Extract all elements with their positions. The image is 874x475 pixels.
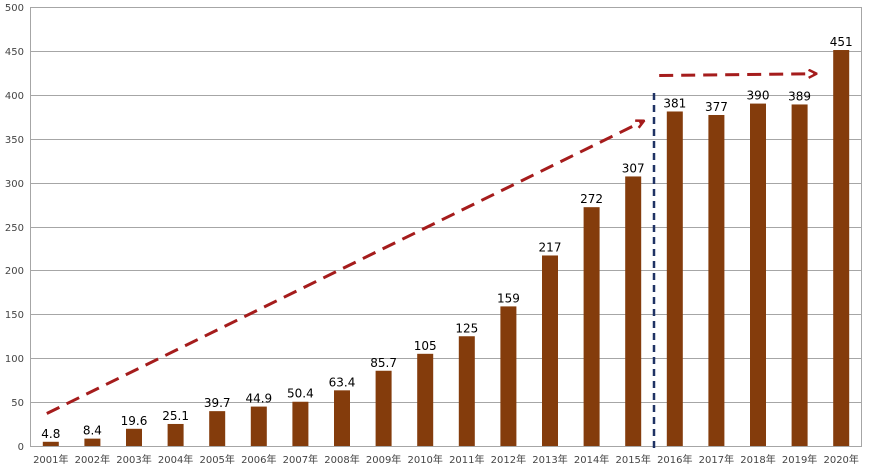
- bar: [167, 423, 184, 446]
- bar: [625, 176, 642, 447]
- bar: [292, 401, 309, 446]
- data-label: 451: [830, 35, 853, 49]
- x-tick-label: 2007年: [283, 453, 318, 466]
- x-tick-label: 2005年: [199, 453, 234, 466]
- data-label: 272: [580, 192, 603, 206]
- bar: [833, 50, 850, 446]
- data-label: 8.4: [83, 424, 102, 438]
- bar: [791, 104, 808, 446]
- y-tick-label: 350: [5, 135, 24, 146]
- bars: [42, 50, 850, 447]
- data-label: 19.6: [121, 414, 148, 428]
- data-label: 44.9: [245, 392, 272, 406]
- y-tick-label: 0: [18, 442, 24, 453]
- bar: [334, 390, 350, 446]
- bar: [42, 441, 59, 446]
- data-label: 63.4: [329, 375, 356, 389]
- bar: [458, 336, 475, 446]
- bar: [750, 103, 766, 446]
- trend-arrow-flat: [659, 74, 815, 76]
- x-axis-labels: 2001年 2002年 2003年 2004年 2005年 2006年 2007年 2008年…: [33, 453, 859, 466]
- y-tick-label: 450: [5, 47, 24, 58]
- data-label: 50.4: [287, 387, 314, 401]
- data-label: 105: [414, 339, 437, 353]
- x-tick-label: 2015年: [615, 453, 650, 466]
- trend-arrow-rising: [46, 121, 643, 415]
- x-tick-label: 2009年: [366, 453, 401, 466]
- bar: [500, 306, 517, 446]
- y-tick-label: 200: [5, 266, 24, 277]
- data-label: 217: [539, 240, 562, 254]
- data-label: 25.1: [162, 409, 189, 423]
- bar: [209, 411, 226, 446]
- gridlines: [30, 7, 862, 447]
- bar: [250, 406, 267, 446]
- x-tick-label: 2020年: [823, 453, 858, 466]
- x-tick-label: 2010年: [407, 453, 442, 466]
- y-axis-labels: 0 50 100 150 200 250 300 350 400 450 500: [5, 3, 24, 453]
- bar: [84, 438, 101, 446]
- y-tick-label: 150: [5, 310, 24, 321]
- x-tick-label: 2006年: [241, 453, 276, 466]
- bar: [583, 207, 600, 446]
- bar: [666, 111, 683, 447]
- data-label: 4.8: [41, 427, 60, 441]
- x-tick-label: 2013年: [532, 453, 567, 466]
- x-tick-label: 2001年: [33, 453, 68, 466]
- x-tick-label: 2019年: [782, 453, 817, 466]
- bar: [375, 370, 392, 446]
- y-tick-label: 500: [5, 3, 24, 14]
- y-tick-label: 50: [11, 398, 24, 409]
- bar: [126, 428, 142, 446]
- y-tick-label: 400: [5, 91, 24, 102]
- x-tick-label: 2008年: [324, 453, 359, 466]
- y-tick-label: 300: [5, 179, 24, 190]
- y-tick-label: 250: [5, 223, 24, 234]
- data-label: 377: [705, 100, 728, 114]
- data-label: 307: [622, 161, 645, 175]
- data-label: 39.7: [204, 396, 231, 410]
- data-labels: 4.8 8.4 19.6 25.1 39.7 44.9 50.4 63.4 85.7 105 125…: [41, 35, 852, 441]
- data-label: 390: [747, 89, 770, 103]
- x-tick-label: 2016年: [657, 453, 692, 466]
- data-label: 85.7: [370, 356, 397, 370]
- x-tick-label: 2017年: [699, 453, 734, 466]
- x-tick-label: 2004年: [158, 453, 193, 466]
- x-tick-label: 2014年: [574, 453, 609, 466]
- data-label: 381: [663, 96, 686, 110]
- data-label: 159: [497, 291, 520, 305]
- x-tick-label: 2011年: [449, 453, 484, 466]
- data-label: 125: [455, 321, 478, 335]
- bar: [417, 353, 434, 446]
- annotations: [46, 74, 816, 451]
- x-tick-label: 2018年: [740, 453, 775, 466]
- x-tick-label: 2003年: [116, 453, 151, 466]
- x-tick-label: 2002年: [75, 453, 110, 466]
- data-label: 389: [788, 89, 811, 103]
- x-tick-label: 2012年: [491, 453, 526, 466]
- bar: [542, 255, 558, 446]
- bar: [708, 114, 725, 446]
- y-tick-label: 100: [5, 354, 24, 365]
